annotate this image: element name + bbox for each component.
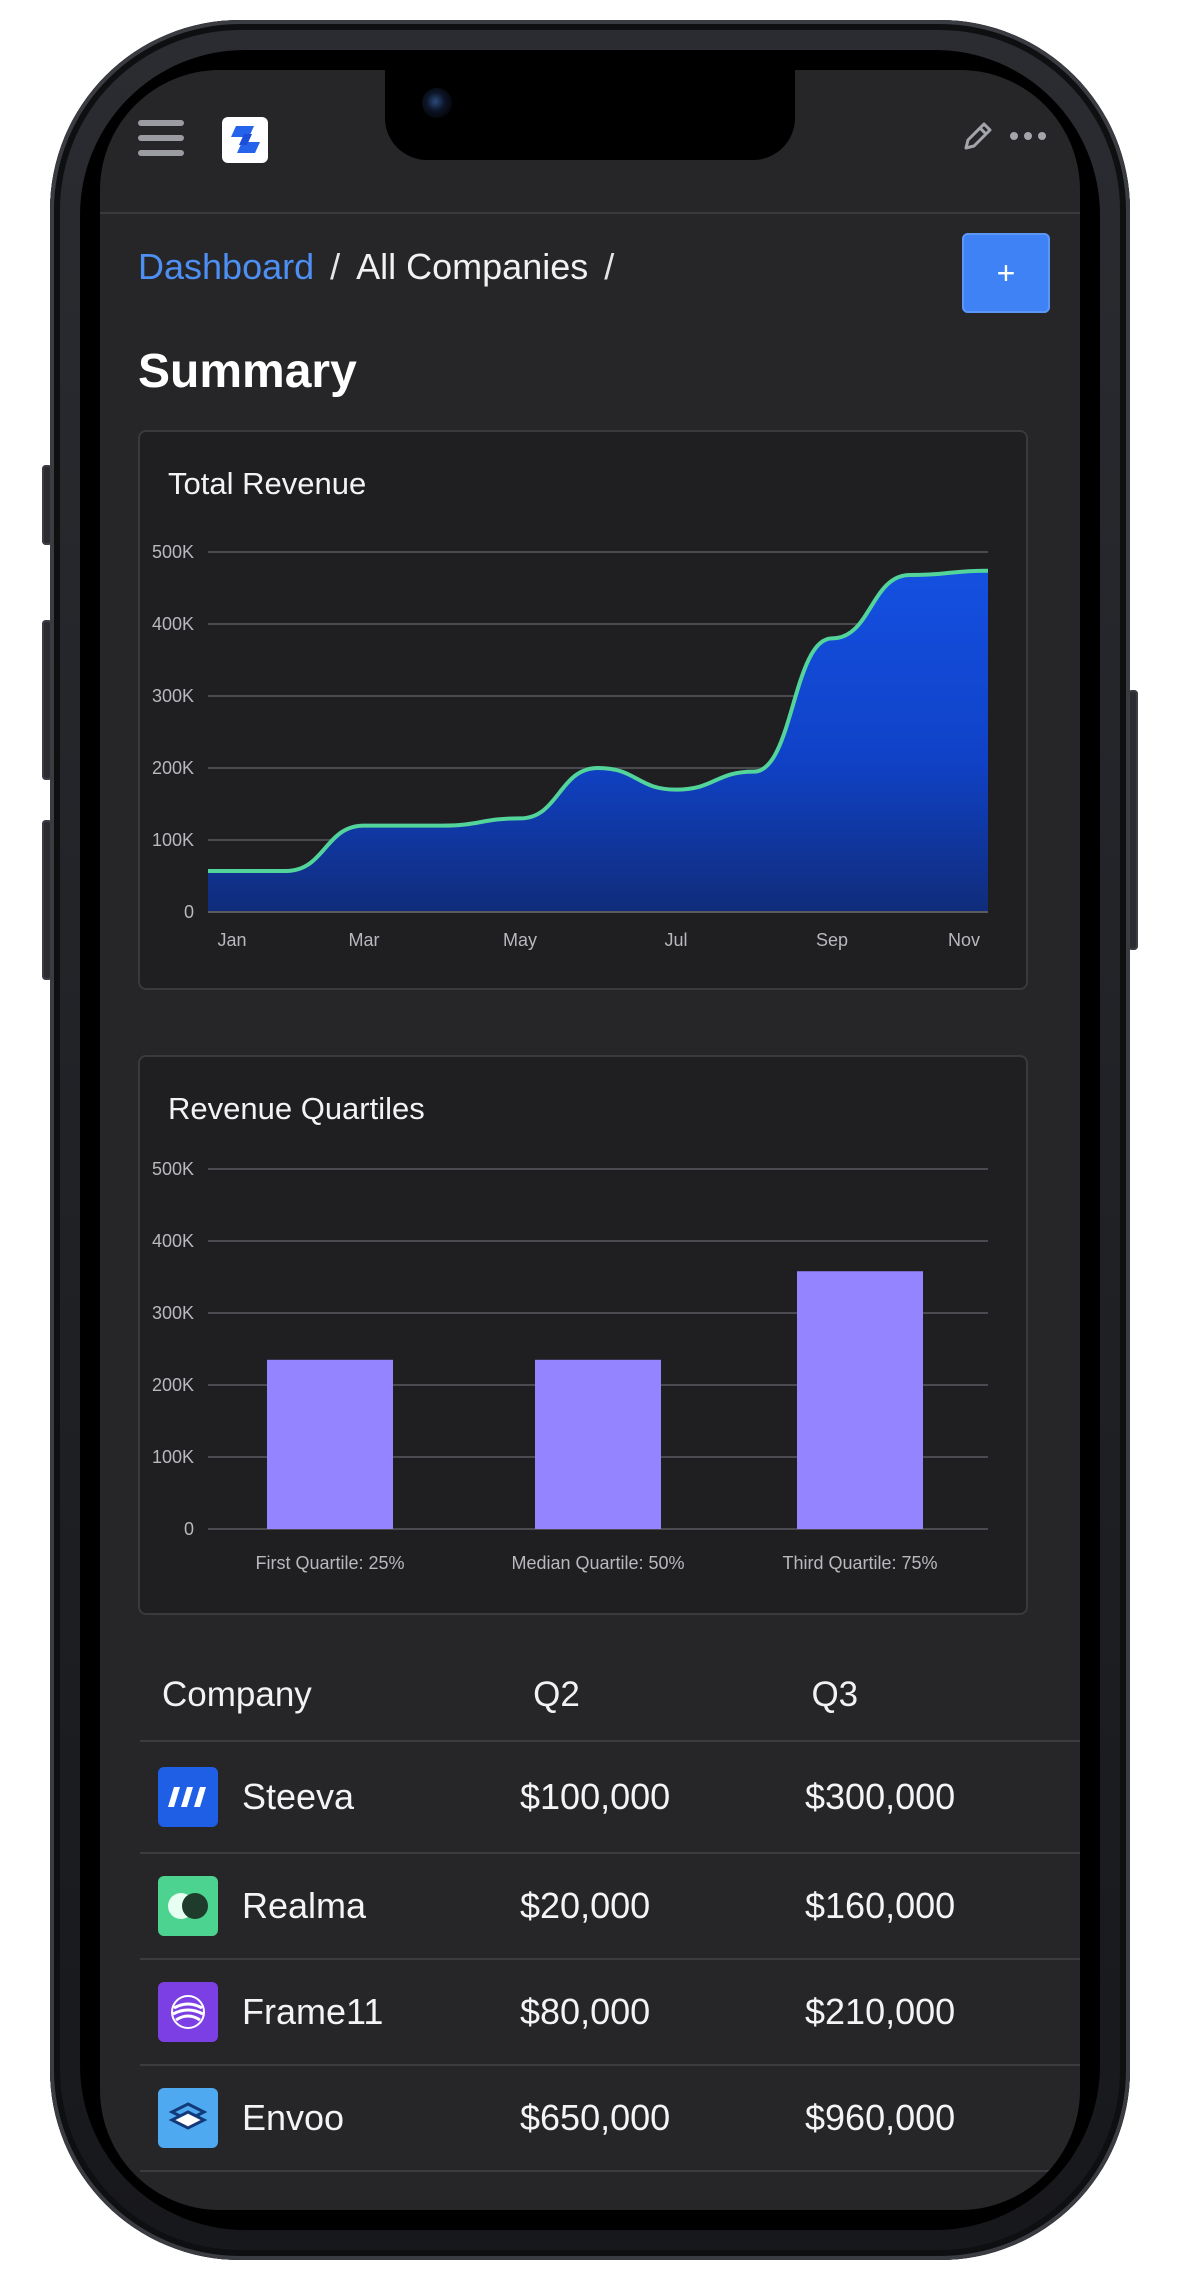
quartile-chart: 500K 400K 300K 200K 100K 0 First Quartile: 25%…	[152, 1159, 988, 1573]
page-title: Summary	[138, 345, 357, 398]
app-bar	[100, 70, 1080, 214]
breadcrumb-separator: /	[604, 246, 615, 287]
volume-up-button	[42, 620, 52, 780]
quartile-bar-3[interactable]	[797, 1271, 923, 1529]
companies-table: Company Q2 Q3 Steeva $100,000 $300,000 Real…	[140, 1650, 1080, 2172]
header-q3[interactable]: Q3	[811, 1675, 859, 1714]
revenue-chart-title: Total Revenue	[168, 466, 367, 501]
steeva-logo	[158, 1767, 218, 1827]
notch	[385, 70, 795, 160]
y-tick-label: 400K	[152, 1231, 194, 1251]
header-q2[interactable]: Q2	[533, 1675, 580, 1714]
company-name: Frame11	[242, 1991, 384, 2032]
breadcrumb-separator: /	[330, 246, 341, 287]
envoo-logo	[158, 2088, 218, 2148]
breadcrumb-dashboard-link[interactable]: Dashboard	[138, 246, 315, 287]
total-revenue-card: Total Revenue 500K 400K 300K 200K 100K 0 Jan Ma…	[138, 430, 1028, 990]
y-tick-label: 0	[184, 1519, 194, 1539]
company-name: Envoo	[242, 2097, 345, 2138]
company-cell: Realma	[140, 1876, 520, 1936]
q3-cell: $960,000	[805, 2097, 956, 2138]
front-camera	[422, 88, 452, 118]
quartile-bar-1[interactable]	[267, 1359, 393, 1529]
frame11-logo	[158, 1982, 218, 2042]
revenue-area	[208, 570, 988, 912]
y-tick-label: 200K	[152, 1375, 194, 1395]
q3-cell: $160,000	[805, 1885, 956, 1926]
y-tick-label: 0	[184, 902, 194, 922]
x-tick-label: Jan	[217, 930, 246, 950]
breadcrumb: Dashboard / All Companies /	[138, 242, 614, 292]
table-header: Company Q2 Q3	[140, 1650, 1080, 1742]
header-company[interactable]: Company	[162, 1675, 312, 1714]
y-tick-label: 500K	[152, 1159, 194, 1179]
q2-cell: $100,000	[520, 1776, 671, 1817]
x-tick-label: Third Quartile: 75%	[782, 1553, 937, 1573]
y-tick-label: 500K	[152, 542, 194, 562]
q2-cell: $80,000	[520, 1991, 651, 2032]
y-tick-label: 100K	[152, 830, 194, 850]
app-logo[interactable]	[222, 117, 268, 163]
x-tick-label: Jul	[664, 930, 687, 950]
table-row[interactable]: Frame11 $80,000 $210,000	[140, 1960, 1080, 2066]
x-tick-label: Sep	[816, 930, 848, 950]
silent-switch	[42, 465, 52, 545]
company-name: Realma	[242, 1885, 367, 1926]
pencil-icon[interactable]	[960, 118, 996, 154]
q2-cell: $20,000	[520, 1885, 651, 1926]
screen: Dashboard / All Companies / + Summary To…	[100, 70, 1080, 2210]
revenue-chart: 500K 400K 300K 200K 100K 0 Jan Mar May Jul Sep Nov	[152, 542, 989, 950]
breadcrumb-current: All Companies	[356, 246, 589, 287]
y-tick-label: 100K	[152, 1447, 194, 1467]
table-row[interactable]: Realma $20,000 $160,000	[140, 1854, 1080, 1960]
y-tick-label: 200K	[152, 758, 194, 778]
revenue-line	[208, 568, 989, 873]
power-button	[1128, 690, 1138, 950]
x-tick-label: Median Quartile: 50%	[511, 1553, 684, 1573]
x-tick-label: May	[503, 930, 537, 950]
company-cell: Steeva	[140, 1767, 520, 1827]
table-row[interactable]: Envoo $650,000 $960,000	[140, 2066, 1080, 2172]
q3-cell: $300,000	[805, 1776, 956, 1817]
more-horizontal-icon[interactable]	[1008, 130, 1048, 142]
company-cell: Frame11	[140, 1982, 520, 2042]
q3-cell: $210,000	[805, 1991, 956, 2032]
volume-down-button	[42, 820, 52, 980]
revenue-quartiles-card: Revenue Quartiles 500K 400K 300K 200K 100K 0 F…	[138, 1055, 1028, 1615]
x-tick-label: Mar	[349, 930, 380, 950]
menu-icon[interactable]	[138, 120, 184, 156]
quartile-bar-2[interactable]	[535, 1359, 661, 1529]
x-tick-label: Nov	[948, 930, 980, 950]
x-tick-label: First Quartile: 25%	[255, 1553, 404, 1573]
table-row[interactable]: Steeva $100,000 $300,000	[140, 1742, 1080, 1854]
company-cell: Envoo	[140, 2088, 520, 2148]
y-tick-label: 300K	[152, 686, 194, 706]
quartile-chart-title: Revenue Quartiles	[168, 1091, 425, 1126]
add-button[interactable]: +	[962, 233, 1050, 313]
realma-logo	[158, 1876, 218, 1936]
company-name: Steeva	[242, 1776, 355, 1817]
y-tick-label: 300K	[152, 1303, 194, 1323]
y-tick-label: 400K	[152, 614, 194, 634]
q2-cell: $650,000	[520, 2097, 671, 2138]
table-body: Steeva $100,000 $300,000 Realma $20,000 $160,…	[140, 1742, 1080, 2172]
